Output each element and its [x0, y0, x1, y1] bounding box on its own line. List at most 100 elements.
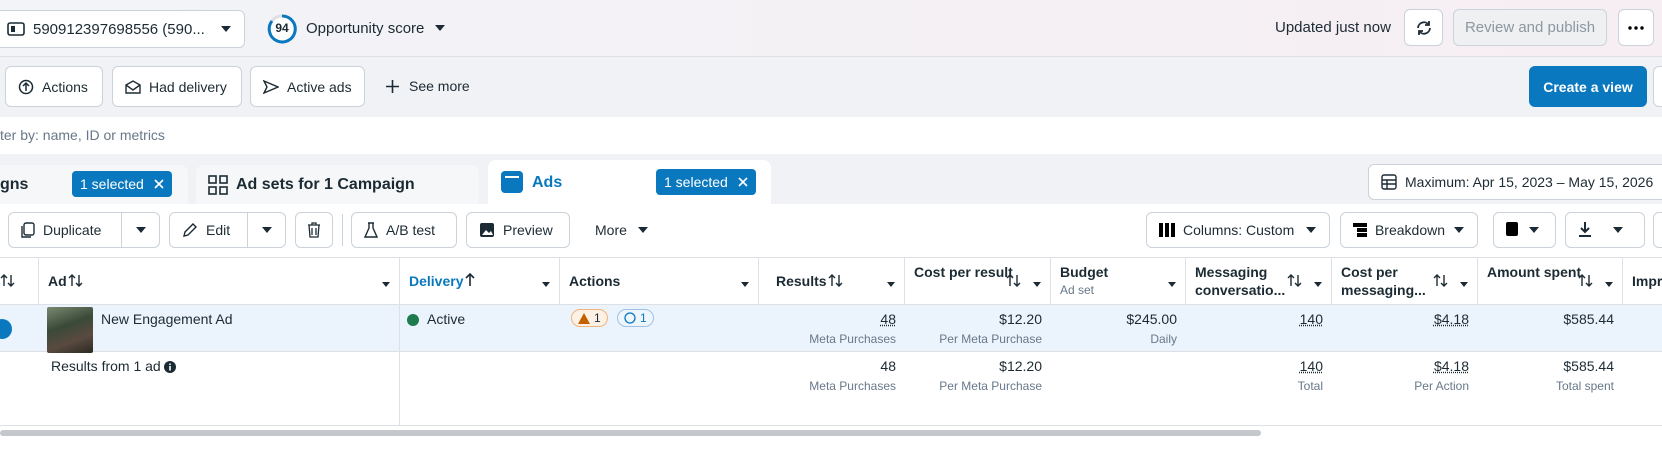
cell-subtext: Per Action [1414, 378, 1469, 394]
label: Duplicate [43, 222, 101, 238]
icon [307, 222, 321, 238]
sort-icon [828, 274, 843, 290]
column-divider [1622, 257, 1623, 305]
dropdown-caret [381, 281, 391, 289]
more-menu[interactable]: More [595, 222, 649, 238]
icon [154, 179, 164, 189]
dropdown-caret [740, 281, 750, 289]
dropdown-caret [886, 281, 896, 289]
tab-label: Ads [532, 174, 562, 192]
dropdown-caret [1032, 276, 1042, 292]
icon [624, 312, 636, 324]
columns-button[interactable]: Columns: Custom [1146, 212, 1330, 248]
icon [1159, 223, 1175, 237]
filter-chip[interactable]: Had delivery [112, 66, 242, 107]
sort-icon [1006, 274, 1021, 287]
more-button[interactable] [1618, 9, 1654, 46]
caret [637, 226, 649, 234]
score-label[interactable]: Opportunity score [306, 20, 424, 37]
dropdown-caret [740, 276, 750, 292]
export-button[interactable] [1565, 212, 1645, 248]
status-dot [407, 313, 419, 329]
dropdown-caret [541, 281, 551, 289]
icon [125, 80, 141, 94]
column-header: Impr [1632, 272, 1662, 290]
dropdown[interactable] [121, 212, 160, 248]
dropdown-caret [1032, 281, 1042, 289]
cell-subtext: Meta Purchases [809, 378, 896, 394]
dropdown[interactable] [247, 212, 286, 248]
sort-icon [0, 274, 15, 290]
delivery-status: Active [427, 311, 465, 327]
see-more[interactable]: See more [386, 78, 470, 94]
icon [1506, 222, 1520, 238]
account-selector[interactable]: 590912397698556 (590... [0, 10, 245, 48]
preview-button[interactable]: Preview [466, 212, 570, 248]
refresh-button[interactable] [1404, 9, 1443, 46]
icon [7, 22, 25, 36]
review-publish-button[interactable]: Review and publish [1453, 9, 1607, 46]
cell-value: $245.00 [1126, 311, 1177, 327]
reports-button[interactable] [1493, 212, 1556, 248]
ab-test-button[interactable]: A/B test [351, 212, 457, 248]
filter-chip[interactable]: Actions [5, 66, 103, 107]
score: 94 [266, 21, 298, 35]
ad-thumbnail [47, 307, 93, 353]
label: A/B test [386, 222, 435, 238]
create-view-button[interactable]: Create a view [1529, 66, 1647, 107]
dropdown-caret [1313, 281, 1323, 289]
sort-icon [1578, 274, 1593, 287]
row-toggle [0, 319, 12, 342]
dropdown-caret [1459, 276, 1469, 292]
edge-button[interactable] [1653, 66, 1662, 107]
table: Ad Delivery Actions Results Cost per result B… [0, 257, 1662, 450]
updated-status: Updated just now [1275, 19, 1391, 36]
edit-button[interactable]: Edit [169, 212, 248, 248]
duplicate-button[interactable]: Duplicate [8, 212, 122, 248]
caret [434, 24, 446, 32]
dropdown-caret [886, 276, 896, 292]
cell-value: $4.18 [1434, 358, 1469, 374]
column-divider [559, 257, 560, 305]
cell-subtext: Per Meta Purchase [939, 331, 1042, 347]
selected-pill[interactable]: 1 selected [72, 171, 172, 197]
breakdown-button[interactable]: Breakdown [1340, 212, 1478, 248]
sort-icon [1578, 274, 1593, 290]
dropdown-caret [381, 276, 391, 292]
column-divider [1185, 257, 1186, 305]
search-bar[interactable] [0, 117, 1662, 154]
icon [1578, 222, 1592, 238]
caret [1612, 226, 1624, 234]
summary-label: Results from 1 ad [51, 358, 161, 374]
sort-icon [68, 274, 83, 287]
filter-chip[interactable]: Active ads [250, 66, 365, 107]
info-icon [164, 361, 176, 373]
column-divider [399, 257, 400, 305]
icon [1415, 19, 1433, 37]
caret [135, 226, 147, 234]
dropdown-caret [1459, 281, 1469, 289]
cell-value: 140 [1300, 311, 1323, 327]
cell-value: $12.20 [999, 358, 1042, 374]
delete-button[interactable] [295, 212, 333, 248]
sort-icon [1287, 274, 1302, 290]
edge-button[interactable] [1653, 212, 1662, 248]
tab-label: Ad sets for 1 Campaign [236, 176, 415, 194]
column-header: Amount spent [1487, 263, 1587, 281]
date-range-button[interactable]: Maximum: Apr 15, 2023 – May 15, 2026 [1368, 164, 1662, 200]
cell-value: $585.44 [1563, 358, 1614, 374]
icon [578, 313, 590, 324]
column-divider [1050, 257, 1051, 305]
account-id: 590912397698556 (590... [33, 21, 205, 38]
icon [386, 80, 399, 93]
label: 1 selected [664, 174, 728, 190]
sort-icon [1006, 274, 1021, 290]
dropdown-caret [1604, 281, 1614, 289]
label: Actions [42, 79, 88, 95]
label: Active ads [287, 79, 352, 95]
icon [182, 222, 198, 238]
selected-pill[interactable]: 1 selected [656, 169, 756, 195]
cell-value: $12.20 [999, 311, 1042, 327]
cell-subtext: Total spent [1556, 378, 1614, 394]
